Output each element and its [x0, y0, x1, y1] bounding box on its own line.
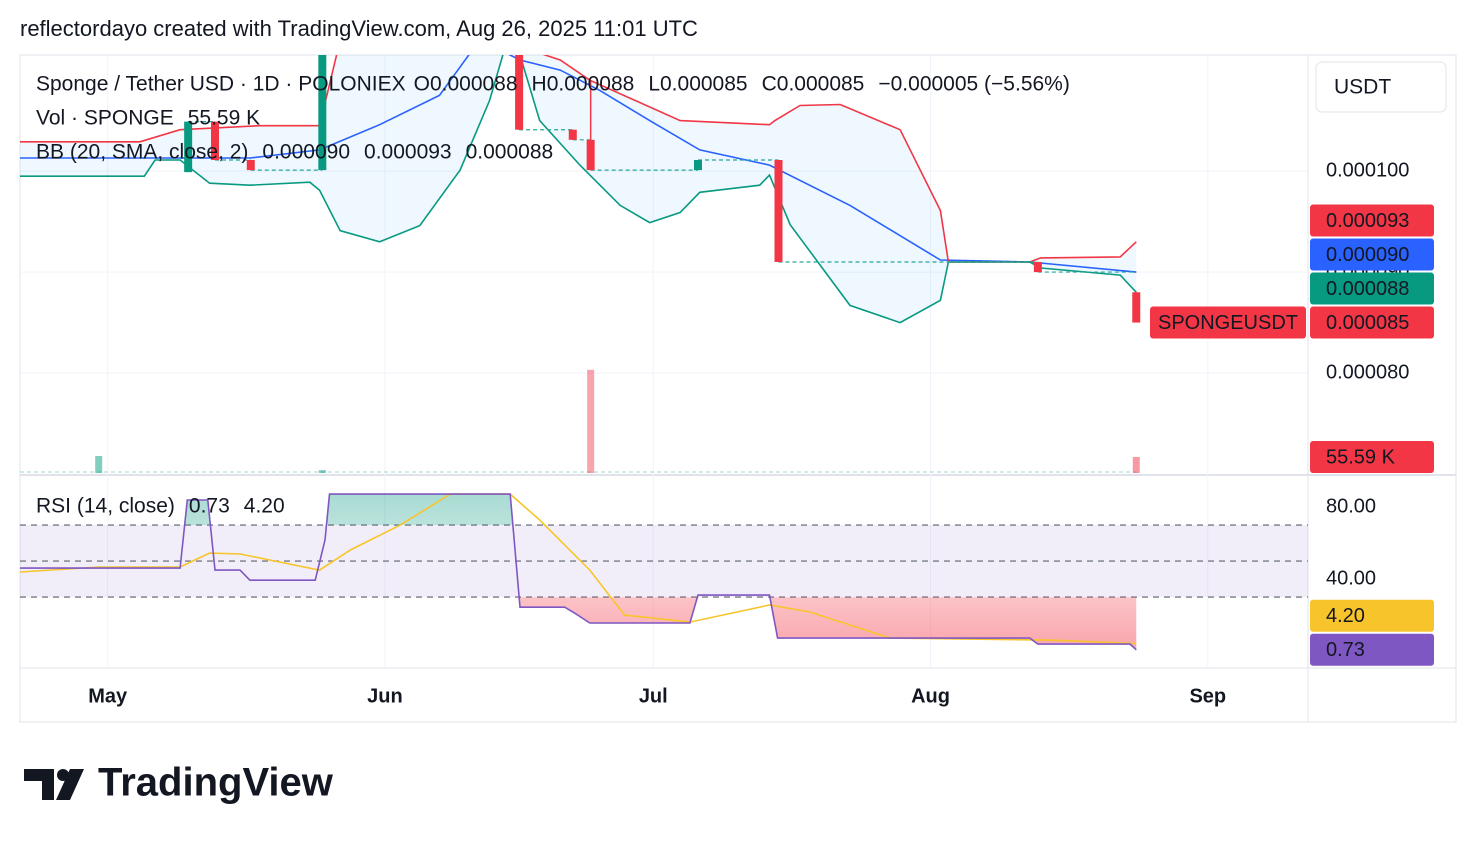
legend-text: BB (20, SMA, close, 2) — [36, 141, 248, 164]
legend-text: C — [762, 73, 777, 96]
x-tick-label: Jul — [639, 685, 668, 707]
legend-text: Sponge / Tether USD · 1D · POLONIEX — [36, 73, 406, 96]
legend-text: 0.000088 — [430, 73, 518, 96]
candle-body — [586, 139, 595, 171]
price-tag-box — [1310, 272, 1434, 305]
header: reflectordayo created with TradingView.c… — [20, 16, 698, 41]
y-tick-label: 0.000100 — [1326, 159, 1409, 181]
volume-bar — [318, 470, 326, 473]
candle-body — [1033, 261, 1042, 273]
bb-fill — [20, 55, 1137, 323]
candle-body — [568, 129, 577, 140]
volume-bar — [1132, 456, 1140, 473]
labels: May Jun Jul Aug Sep 0.000100 0.000090 0.000080 S… — [36, 73, 1434, 707]
price-tag: 0.000090 — [1310, 238, 1434, 271]
x-tick-label: Jun — [367, 685, 403, 707]
currency-label[interactable]: USDT — [1334, 76, 1391, 99]
candle-body — [515, 55, 524, 130]
legend-text: 0.000090 — [262, 141, 350, 164]
price-tag: 55.59 K — [1310, 440, 1434, 473]
price-tag-box — [1310, 238, 1434, 271]
price-tag-label: 0.000088 — [1326, 278, 1409, 300]
legend-text: 55.59 K — [188, 107, 260, 130]
candle-body — [774, 160, 783, 262]
chart-frame — [19, 54, 1457, 723]
price-tag-box — [1310, 599, 1434, 632]
price-tag-label: 55.59 K — [1326, 446, 1396, 468]
price-tag: 0.73 — [1310, 633, 1434, 666]
brand-logo — [24, 769, 84, 800]
price-tag-box — [1310, 440, 1434, 473]
candle-body — [210, 121, 219, 161]
candle-body — [246, 160, 255, 171]
legend-text: 0.000088 — [547, 73, 635, 96]
legend-text: 0.000085 — [660, 73, 748, 96]
legend-text: H — [532, 73, 547, 96]
price-tag-label: 0.73 — [1326, 639, 1365, 661]
x-tick-label: Sep — [1189, 685, 1226, 707]
price-tag: 0.000085 SPONGEUSDT — [1150, 306, 1434, 339]
y-tick-label: 80.00 — [1326, 495, 1376, 517]
bb-line — [20, 55, 1137, 273]
logo-mark — [56, 769, 84, 800]
logo-mark — [24, 769, 54, 800]
volume-bar — [95, 455, 103, 473]
legend-text: 0.000085 — [777, 73, 865, 96]
legend-text: Vol · SPONGE — [36, 107, 174, 130]
price-tag: 0.000088 — [1310, 272, 1434, 305]
legend-text: L — [648, 73, 660, 96]
legend-text: RSI (14, close) — [36, 495, 175, 518]
legend-text: O — [414, 73, 430, 96]
price-tag-box — [1310, 633, 1434, 666]
grid — [20, 55, 1308, 668]
price-tag: 4.20 — [1310, 599, 1434, 632]
y-tick-label: 0.000080 — [1326, 361, 1409, 383]
legend-text: 4.20 — [244, 495, 285, 518]
symbol-tag-box — [1150, 306, 1306, 339]
candle-body — [1132, 292, 1141, 323]
legend-text: 0.000093 — [364, 141, 452, 164]
price-tag-label: 0.000090 — [1326, 244, 1409, 266]
legend-text: 0.73 — [189, 495, 230, 518]
candle-body — [184, 121, 193, 173]
x-tick-label: Aug — [911, 685, 950, 707]
rsi-pane — [20, 493, 1308, 651]
y-tick-label: 40.00 — [1326, 567, 1376, 589]
legend-text: −0.000005 (−5.56%) — [878, 73, 1069, 96]
price-pane — [20, 55, 1141, 473]
rsi-line — [20, 493, 1137, 651]
price-tag-label: 0.000085 — [1326, 312, 1409, 334]
candle-body — [693, 160, 702, 171]
price-tag-label: 4.20 — [1326, 605, 1365, 627]
x-tick-label: May — [88, 685, 128, 707]
currency-box[interactable] — [1315, 61, 1447, 113]
price-tag-label: 0.000093 — [1326, 210, 1409, 232]
brand-name: TradingView — [98, 761, 334, 805]
price-tag-box — [1310, 306, 1434, 339]
volume-bar — [587, 369, 595, 473]
price-tag-box — [1310, 204, 1434, 237]
legend-text: 0.000088 — [466, 141, 554, 164]
bb-line — [20, 55, 1137, 324]
symbol-tag-label: SPONGEUSDT — [1158, 312, 1298, 334]
rsi-oversold-fill — [20, 597, 1137, 650]
price-tag: 0.000093 — [1310, 204, 1434, 237]
candle-body — [318, 55, 327, 171]
